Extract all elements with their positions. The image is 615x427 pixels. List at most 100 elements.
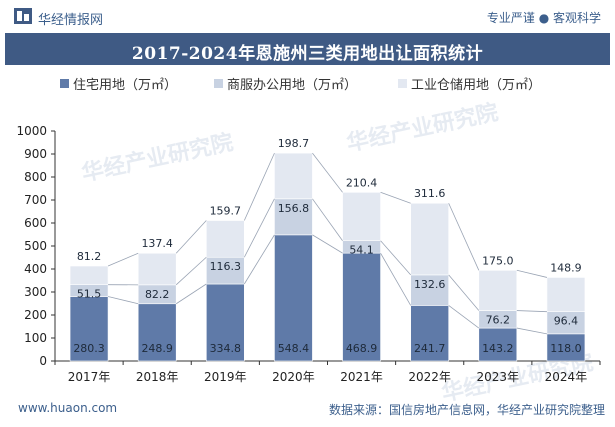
data-label: 198.7: [278, 137, 310, 150]
bar-segment: [410, 305, 449, 362]
data-label: 143.2: [482, 342, 514, 355]
series-connector-line: [516, 327, 548, 335]
brand-tagline: 专业严谨 ● 客观科学: [486, 11, 601, 25]
chart-title: 2017-2024年恩施州三类用地出让面积统计: [131, 44, 484, 64]
y-tick-label: 300: [24, 285, 47, 299]
series-connector-line: [175, 220, 207, 254]
bar-segment: [137, 303, 177, 362]
series-connector-line: [380, 240, 411, 276]
series-connector-line: [448, 274, 480, 311]
bar-segment: [478, 269, 518, 311]
y-tick-label: 600: [24, 216, 47, 230]
bar-segment: [478, 327, 518, 362]
series-connector-line: [175, 256, 207, 286]
bar-segment: [274, 234, 313, 362]
brand-name: 华经情报网: [38, 13, 104, 28]
bar-segment: [546, 333, 586, 362]
bar-segment: [342, 192, 381, 242]
data-label: 116.3: [210, 260, 242, 273]
data-label: 175.0: [482, 254, 514, 267]
data-label: 148.9: [550, 261, 582, 274]
bar-segment: [137, 252, 177, 286]
data-label: 241.7: [414, 342, 446, 355]
data-label: 82.2: [145, 288, 170, 301]
data-label: 311.6: [414, 187, 446, 200]
x-tick-label: 2018年: [136, 370, 179, 384]
legend-item-commercial: 商服办公用地（万㎡）: [214, 74, 357, 93]
series-connector-line: [516, 269, 548, 278]
y-tick-label: 800: [24, 170, 47, 184]
bar-segment: [206, 283, 245, 362]
data-label: 137.4: [141, 237, 173, 250]
y-tick-label: 0: [39, 354, 47, 368]
bar-segment: [410, 202, 449, 276]
bar-segment: [69, 265, 109, 285]
data-label: 248.9: [141, 342, 173, 355]
data-label: 280.3: [73, 342, 105, 355]
bar-segment: [410, 274, 449, 306]
series-connector-line: [448, 203, 480, 271]
y-tick-label: 100: [24, 331, 47, 345]
data-label: 159.7: [210, 205, 242, 218]
legend-swatch-commercial: [214, 79, 223, 88]
series-connector-line: [312, 152, 343, 193]
footer-source: 数据来源：国信房地产信息网，华经产业研究院整理: [328, 403, 605, 417]
data-label: 81.2: [77, 250, 102, 263]
x-tick-label: 2024年: [545, 370, 588, 384]
y-tick-label: 400: [24, 262, 47, 276]
stacked-bar-chart: 0 100 200 300 400 500 600 700 800 900 1000 2017年 201…: [16, 124, 601, 384]
legend-label-industrial: 工业仓储用地（万㎡）: [411, 78, 542, 93]
series-connector-line: [448, 305, 480, 329]
x-tick-label: 2019年: [204, 370, 247, 384]
series-connector-line: [380, 252, 412, 306]
series-connector-line: [175, 283, 207, 305]
series-connector-line: [107, 296, 139, 305]
chart-legend: 住宅用地（万㎡） 商服办公用地（万㎡） 工业仓储用地（万㎡）: [0, 72, 615, 93]
series-connector-line: [312, 198, 343, 241]
y-tick-label: 1000: [16, 124, 47, 138]
data-label: 334.8: [210, 342, 242, 355]
title-bar: 2017-2024年恩施州三类用地出让面积统计: [5, 33, 610, 65]
x-tick-label: 2021年: [340, 370, 383, 384]
legend-label-commercial: 商服办公用地（万㎡）: [227, 78, 358, 93]
bar-segment: [274, 152, 313, 200]
footer: www.huaon.com 数据来源：国信房地产信息网，华经产业研究院整理: [0, 392, 615, 427]
x-tick-label: 2023年: [477, 370, 520, 384]
y-tick-label: 900: [24, 147, 47, 161]
footer-url[interactable]: www.huaon.com: [18, 401, 118, 415]
y-tick-label: 500: [24, 239, 47, 253]
data-label: 51.5: [77, 288, 102, 301]
bar-segment: [274, 198, 313, 236]
data-label: 156.8: [278, 202, 310, 215]
bar-segment: [206, 220, 245, 258]
data-label: 468.9: [346, 342, 378, 355]
legend-swatch-residential: [60, 79, 69, 88]
data-label: 76.2: [486, 314, 511, 327]
data-label: 96.4: [554, 315, 579, 328]
legend-item-residential: 住宅用地（万㎡）: [60, 74, 177, 93]
legend-label-residential: 住宅用地（万㎡）: [73, 78, 178, 93]
legend-swatch-industrial: [398, 79, 407, 88]
series-connector-line: [243, 234, 275, 285]
data-label: 132.6: [414, 278, 446, 291]
bar-segment: [342, 252, 381, 362]
series-connector-line: [107, 252, 139, 267]
data-label: 548.4: [278, 342, 310, 355]
bar-segment: [546, 277, 586, 312]
top-bar: 华经情报网 专业严谨 ● 客观科学: [0, 0, 615, 32]
bar-segment: [206, 256, 245, 285]
series-connector-line: [243, 198, 275, 258]
y-tick-label: 700: [24, 193, 47, 207]
x-tick-label: 2020年: [272, 370, 315, 384]
series-connector-line: [516, 310, 547, 313]
series-connector-line: [243, 152, 275, 221]
y-tick-label: 200: [24, 308, 47, 322]
series-connector-line: [380, 191, 411, 204]
x-tick-label: 2022年: [408, 370, 451, 384]
brand-logo-icon: [14, 8, 32, 24]
data-label: 210.4: [346, 176, 378, 189]
bar-segment: [69, 296, 109, 362]
legend-item-industrial: 工业仓储用地（万㎡）: [398, 74, 541, 93]
x-tick-label: 2017年: [68, 370, 111, 384]
series-connector-line: [312, 234, 343, 254]
